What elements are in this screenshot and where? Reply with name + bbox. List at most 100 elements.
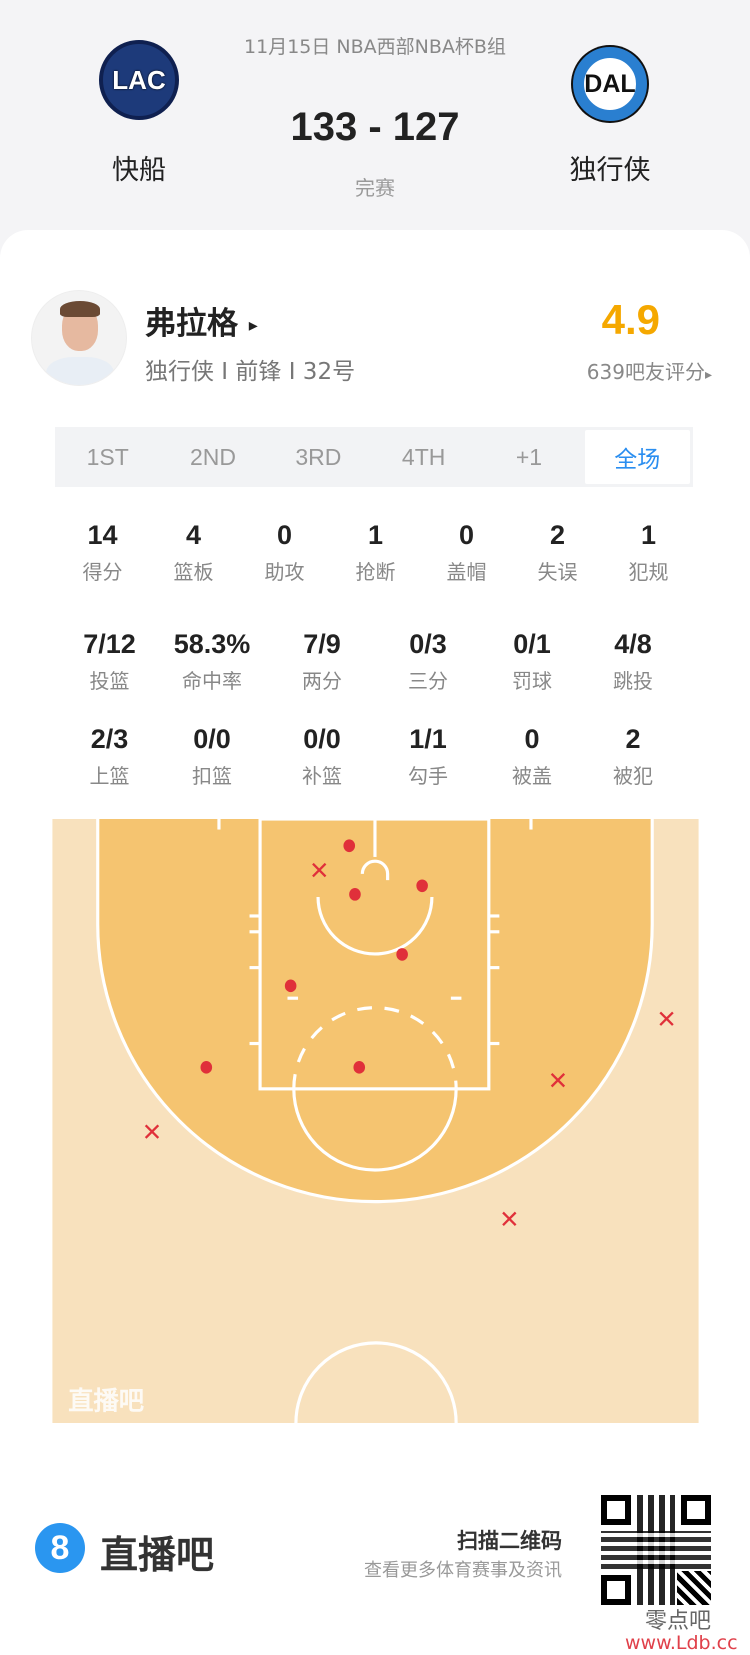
stat-rebounds: 4 篮板	[148, 516, 239, 585]
stat-label: 助攻	[264, 560, 305, 584]
shot-made-marker	[200, 1060, 213, 1074]
stat-value: 7/12	[83, 629, 136, 659]
lac-logo-text: LAC	[112, 64, 166, 95]
stat-label: 投篮	[89, 669, 130, 693]
stat-value: 2	[549, 520, 566, 550]
stat-label: 失误	[537, 560, 578, 584]
tab-full-game[interactable]: 全场	[584, 430, 690, 484]
chevron-right-icon: ▸	[704, 367, 712, 383]
stat-steals: 1 抢断	[330, 516, 421, 585]
stat-dunk: 0/0 扣篮	[156, 720, 268, 789]
stat-ft: 0/1 罚球	[480, 625, 584, 694]
player-name: 弗拉格	[145, 306, 238, 342]
stat-label: 三分	[408, 669, 448, 693]
stat-value: 2	[625, 724, 641, 754]
away-team-name[interactable]: 独行侠	[569, 155, 651, 186]
shot-missed-marker	[144, 1124, 160, 1139]
period-tabs: 1ST 2ND 3RD 4TH +1 全场	[55, 427, 693, 487]
stat-label: 补篮	[302, 764, 342, 788]
tab-ot[interactable]: +1	[515, 443, 543, 470]
home-team-name[interactable]: 快船	[112, 155, 166, 186]
stat-blocked: 0 被盖	[480, 720, 584, 789]
shot-markers	[144, 839, 674, 1226]
stat-value: 0	[276, 520, 293, 550]
lac-logo[interactable]: LAC	[99, 40, 179, 120]
stat-label: 扣篮	[192, 764, 232, 788]
player-rating: 4.9	[601, 296, 660, 343]
stat-value: 2/3	[90, 724, 129, 754]
stat-jumpshot: 4/8 跳投	[584, 625, 682, 694]
stat-label: 两分	[302, 669, 342, 693]
stat-value: 1/1	[409, 724, 447, 754]
score: 133 - 127	[290, 105, 460, 149]
watermark-text: 零点吧	[645, 1609, 712, 1634]
stat-label: 命中率	[182, 669, 242, 693]
stat-layup: 2/3 上篮	[63, 720, 156, 789]
stat-value: 0/3	[409, 629, 447, 659]
stat-turnovers: 2 失误	[512, 516, 603, 585]
court-watermark: 直播吧	[68, 1386, 144, 1415]
stat-label: 上篮	[89, 764, 130, 788]
three-point-area	[97, 819, 653, 1202]
stat-fg: 7/12 投篮	[63, 625, 156, 694]
tab-2nd[interactable]: 2ND	[189, 443, 236, 470]
player-meta: 独行侠 I 前锋 I 32号	[145, 359, 356, 385]
stat-value: 14	[87, 520, 118, 550]
stat-label: 被犯	[613, 764, 653, 788]
scan-qr-subtitle: 查看更多体育赛事及资讯	[364, 1560, 562, 1581]
stat-3pt: 0/3 三分	[376, 625, 480, 694]
stat-label: 被盖	[512, 764, 552, 788]
stat-tipin: 0/0 补篮	[268, 720, 376, 789]
stat-label: 得分	[82, 560, 123, 584]
court-lines	[96, 819, 654, 1423]
stats-row-shooting: 7/12 投篮 58.3% 命中率 7/9 两分 0/3 三分 0/1 罚球 4/8 跳投	[63, 625, 701, 694]
brand-name: 直播吧	[100, 1533, 215, 1577]
player-name-link[interactable]: 弗拉格 ▸	[145, 298, 258, 343]
stat-label: 篮板	[173, 560, 214, 584]
shot-made-marker	[396, 948, 408, 961]
shot-made-marker	[349, 888, 361, 901]
shot-made-marker	[284, 979, 297, 993]
stat-fg-pct: 58.3% 命中率	[156, 625, 268, 694]
stat-points: 14 得分	[57, 516, 148, 585]
stat-blocks: 0 盖帽	[421, 516, 512, 585]
match-info: 11月15日 NBA西部NBA杯B组	[244, 36, 506, 58]
stat-label: 罚球	[512, 669, 552, 693]
tab-3rd[interactable]: 3RD	[295, 443, 342, 470]
stat-fouled: 2 被犯	[584, 720, 682, 789]
tab-4th[interactable]: 4TH	[401, 443, 446, 470]
stat-2pt: 7/9 两分	[268, 625, 376, 694]
stat-value: 0	[458, 520, 475, 550]
player-avatar[interactable]	[31, 290, 127, 386]
stat-label: 犯规	[628, 560, 669, 584]
stat-value: 4/8	[614, 629, 652, 659]
stat-label: 跳投	[613, 669, 653, 693]
stat-value: 1	[367, 520, 384, 550]
stat-value: 58.3%	[173, 629, 251, 659]
logo-digit: 8	[50, 1528, 70, 1567]
qr-code[interactable]	[601, 1495, 711, 1605]
tab-1st[interactable]: 1ST	[86, 443, 129, 470]
stat-label: 盖帽	[446, 560, 487, 584]
stats-row-shot-types: 2/3 上篮 0/0 扣篮 0/0 补篮 1/1 勾手 0 被盖 2 被犯	[63, 720, 701, 789]
shot-missed-marker	[502, 1211, 517, 1226]
stat-value: 0/0	[193, 724, 231, 754]
scan-qr-title: 扫描二维码	[457, 1529, 562, 1553]
stat-fouls: 1 犯规	[603, 516, 694, 585]
watermark-url: www.Ldb.cc	[625, 1632, 738, 1654]
dal-logo[interactable]: DAL	[573, 47, 647, 121]
shot-made-marker	[343, 839, 356, 853]
stat-label: 抢断	[355, 560, 396, 584]
shot-missed-marker	[659, 1011, 674, 1026]
rating-link[interactable]: 639吧友评分▸	[587, 356, 712, 385]
stat-value: 0/1	[513, 629, 551, 659]
stats-row-basic: 14 得分 4 篮板 0 助攻 1 抢断 0 盖帽 2 失误 1 犯规	[57, 516, 695, 585]
zhibo8-logo-icon: 8	[35, 1523, 85, 1573]
play-arrow-icon: ▸	[248, 315, 258, 336]
stat-value: 0/0	[303, 724, 341, 754]
stat-value: 4	[185, 520, 202, 550]
shot-missed-marker	[312, 862, 327, 878]
rating-label: 639吧友评分	[586, 360, 705, 384]
stat-label: 勾手	[408, 764, 448, 788]
stat-hook: 1/1 勾手	[376, 720, 480, 789]
